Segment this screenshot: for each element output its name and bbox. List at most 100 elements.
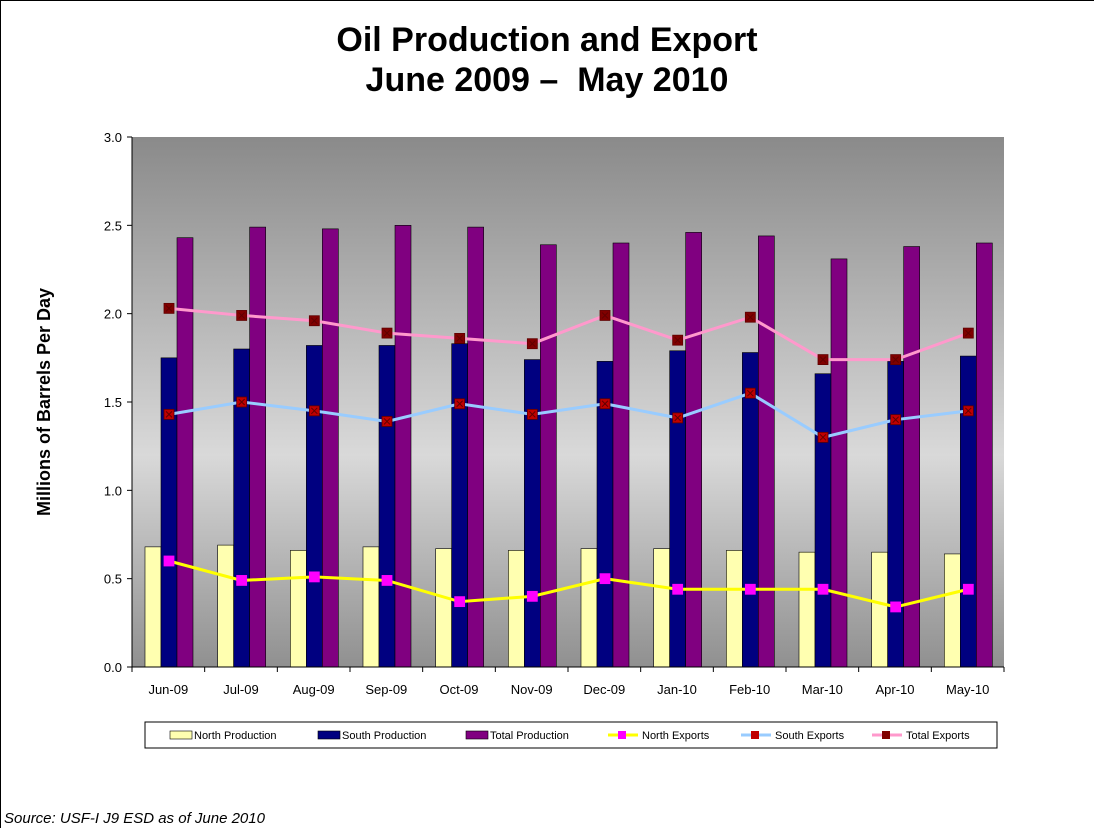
x-tick-label: Dec-09 bbox=[583, 682, 625, 697]
total-production-bar bbox=[249, 226, 266, 668]
south-production-bar bbox=[669, 350, 686, 668]
x-tick-label: Jul-09 bbox=[223, 682, 258, 697]
north-production-bar bbox=[435, 548, 452, 668]
north-exports-point bbox=[817, 583, 829, 595]
total-exports-point-cross bbox=[165, 305, 173, 312]
total-exports-point-cross bbox=[456, 335, 464, 342]
x-tick-label: Jun-09 bbox=[148, 682, 188, 697]
total-exports-point-cross bbox=[383, 329, 391, 337]
north-exports-point bbox=[962, 583, 974, 595]
chart-title-line1: Oil Production and Export bbox=[336, 21, 758, 59]
north-production-bar bbox=[726, 550, 743, 668]
legend-swatch bbox=[169, 730, 193, 740]
south-production-bar bbox=[524, 359, 541, 668]
total-exports-point-cross bbox=[238, 312, 246, 319]
total-exports-point-cross bbox=[892, 356, 900, 363]
y-axis-label: Millions of Barrels Per Day bbox=[34, 288, 54, 516]
x-tick-label: Nov-09 bbox=[511, 682, 553, 697]
south-production-bar bbox=[887, 361, 904, 668]
y-tick-label: 2.5 bbox=[104, 218, 122, 233]
north-exports-point bbox=[381, 575, 393, 586]
total-production-bar bbox=[758, 235, 775, 668]
north-exports-line bbox=[168, 559, 969, 609]
x-tick-label: Apr-10 bbox=[875, 682, 914, 697]
south-production-bar bbox=[814, 373, 832, 668]
south-production-bar bbox=[378, 345, 396, 668]
y-tick-label: 2.0 bbox=[104, 307, 122, 322]
total-production-bar bbox=[685, 232, 702, 668]
chart-title-line2: June 2009 – May 2010 bbox=[365, 61, 729, 99]
north-exports-point bbox=[163, 555, 175, 567]
total-exports-point-cross bbox=[746, 313, 754, 321]
total-exports-point-cross bbox=[528, 340, 536, 348]
north-exports-point bbox=[308, 571, 320, 583]
y-tick-label: 1.0 bbox=[104, 483, 122, 498]
legend-box bbox=[144, 721, 998, 749]
total-exports-point-cross bbox=[310, 317, 318, 325]
south-exports-point-cross bbox=[601, 400, 609, 408]
y-tick-label: 1.5 bbox=[104, 395, 122, 410]
south-production-bar bbox=[742, 352, 759, 668]
total-production-bar bbox=[394, 225, 412, 668]
legend-label: South Production bbox=[342, 730, 426, 742]
source-note: Source: USF-I J9 ESD as of June 2010 bbox=[4, 810, 265, 827]
legend-swatch-marker bbox=[751, 731, 759, 739]
north-exports-point bbox=[236, 575, 248, 586]
north-production-bar bbox=[508, 550, 525, 668]
north-production-bar bbox=[580, 548, 598, 668]
south-production-bar bbox=[451, 343, 468, 668]
south-exports-point-cross bbox=[528, 411, 536, 418]
legend-label: Total Production bbox=[490, 730, 569, 742]
south-production-bar bbox=[160, 357, 178, 668]
total-exports-point-cross bbox=[674, 336, 682, 344]
south-exports-point-cross bbox=[310, 407, 318, 415]
legend-label: North Exports bbox=[642, 730, 710, 742]
north-production-bar bbox=[217, 544, 234, 668]
x-tick-label: Oct-09 bbox=[439, 682, 478, 697]
south-production-bar bbox=[960, 355, 977, 668]
legend-label: Total Exports bbox=[906, 730, 970, 742]
south-production-bar bbox=[306, 345, 323, 668]
x-tick-label: Feb-10 bbox=[729, 682, 770, 697]
south-exports-point-cross bbox=[964, 407, 972, 415]
legend-swatch bbox=[465, 730, 489, 740]
x-tick-label: Jan-10 bbox=[657, 682, 697, 697]
y-tick-label: 0.5 bbox=[104, 572, 122, 587]
north-production-bar bbox=[362, 546, 380, 668]
south-exports-point-cross bbox=[674, 414, 682, 422]
north-exports-point bbox=[890, 601, 902, 613]
north-exports-point bbox=[599, 573, 611, 585]
total-exports-point-cross bbox=[964, 329, 972, 337]
north-production-bar bbox=[144, 546, 162, 668]
north-exports-point bbox=[672, 583, 684, 595]
total-production-bar bbox=[176, 237, 194, 668]
south-exports-point-cross bbox=[892, 416, 900, 424]
x-tick-label: Mar-10 bbox=[802, 682, 843, 697]
south-exports-point-cross bbox=[746, 389, 754, 397]
north-exports-point bbox=[526, 590, 538, 602]
chart-title: Oil Production and Export June 2009 – Ma… bbox=[0, 20, 1094, 100]
legend-swatch bbox=[317, 730, 341, 740]
north-exports-point bbox=[744, 583, 756, 595]
total-production-bar bbox=[540, 244, 557, 668]
y-tick-label: 0.0 bbox=[104, 660, 122, 675]
total-exports-point-cross bbox=[601, 312, 609, 319]
legend-label: North Production bbox=[194, 730, 277, 742]
total-production-bar bbox=[322, 228, 339, 668]
north-production-bar bbox=[653, 548, 670, 668]
legend-swatch-marker bbox=[882, 731, 890, 739]
north-production-bar bbox=[944, 553, 961, 668]
south-exports-line bbox=[168, 391, 969, 439]
total-exports-point-cross bbox=[819, 356, 827, 363]
north-exports-point bbox=[454, 596, 466, 608]
x-tick-label: Sep-09 bbox=[365, 682, 407, 697]
total-production-bar bbox=[976, 242, 993, 668]
south-exports-point-cross bbox=[456, 400, 464, 408]
north-production-bar bbox=[290, 550, 307, 668]
north-production-bar bbox=[798, 551, 816, 668]
legend-label: South Exports bbox=[775, 730, 845, 742]
total-production-bar bbox=[612, 242, 630, 668]
y-tick-label: 3.0 bbox=[104, 130, 122, 145]
